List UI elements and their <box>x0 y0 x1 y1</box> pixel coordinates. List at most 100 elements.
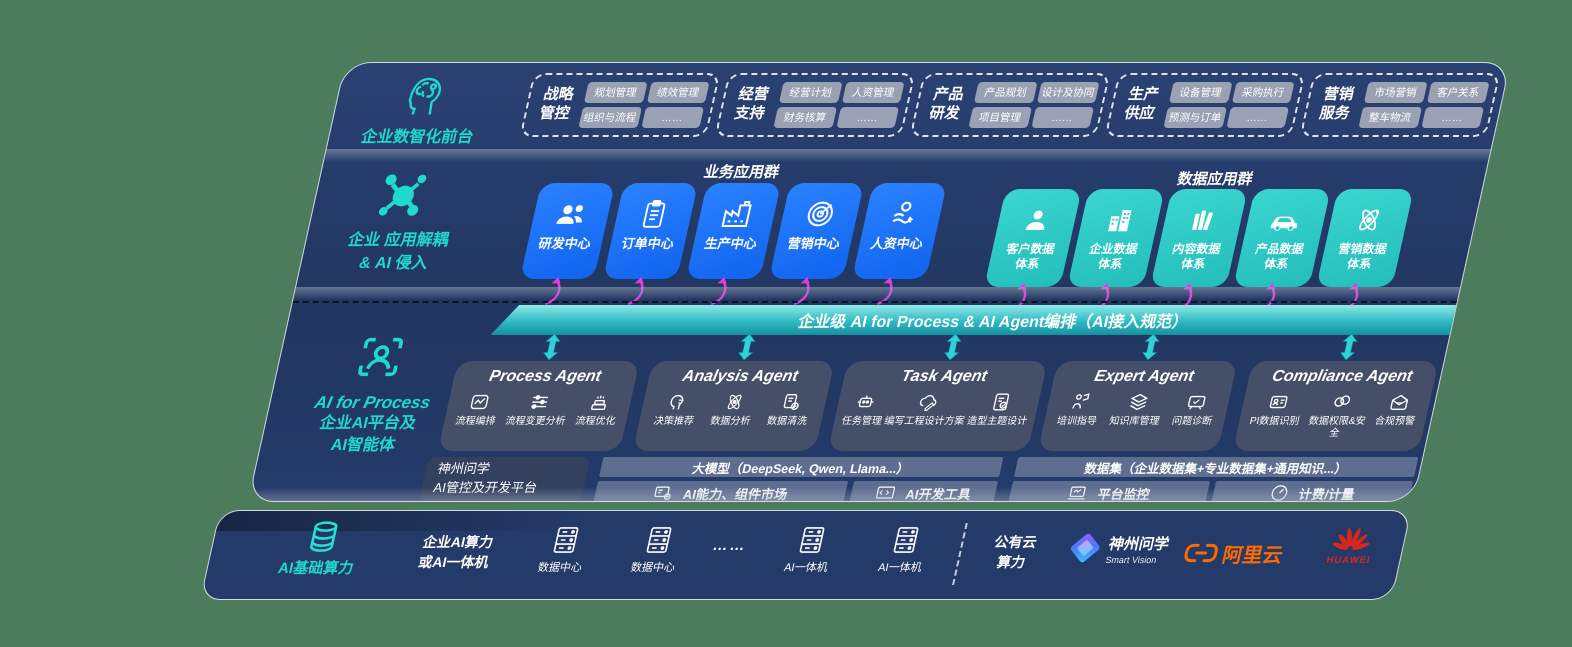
server-icon <box>890 525 923 555</box>
pill: 设计及协同 <box>1036 82 1100 103</box>
agent-compliance: Compliance Agent PI数据识别 数据权限&安全 合规预警 <box>1232 361 1439 451</box>
cell-platform-monitor: 平台监控 <box>1007 481 1211 502</box>
group-operation: 经营 支持 经营计划 人资管理 财务核算 …… <box>714 73 916 137</box>
component-market-icon <box>654 486 671 501</box>
cell-billing: 计费/计量 <box>1210 481 1414 502</box>
workflow-icon <box>470 394 489 410</box>
target-icon <box>800 196 840 232</box>
node-label: AI一体机 <box>782 562 829 574</box>
layers-icon <box>1130 393 1149 411</box>
data-apps-title: 数据应用群 <box>1175 171 1255 188</box>
dashed-divider <box>952 523 968 585</box>
dev-tools-icon <box>876 486 896 499</box>
pill: 产品规划 <box>973 82 1038 103</box>
design-check-icon <box>992 393 1009 411</box>
front-office-label: 企业数智化前台 <box>359 129 476 146</box>
node-label: AI一体机 <box>876 562 923 574</box>
public-cloud-label: 公有云 算力 <box>992 534 1039 570</box>
business-apps-title: 业务应用群 <box>702 164 781 181</box>
pill: …… <box>1030 107 1095 128</box>
agent-process: Process Agent 流程编排 流程变更分析 流程优化 <box>437 361 640 451</box>
node-label: 数据中心 <box>629 562 677 574</box>
platform-name-card: 神州问学 AI管控及开发平台 <box>418 457 591 501</box>
optimize-icon <box>591 395 606 411</box>
sliders-icon <box>531 395 549 409</box>
pill: 经营计划 <box>778 82 843 103</box>
huawei-logo-text: HUAWEI <box>1325 555 1372 566</box>
box-production-center: 生产中心 <box>685 183 782 279</box>
agent-expert: Expert Agent 培训指导 知识库管理 问题诊断 <box>1037 361 1238 451</box>
band-divider <box>293 287 1461 300</box>
cell-dev-tools: AI开发工具 <box>848 481 999 502</box>
band-divider <box>323 149 1491 162</box>
id-card-icon <box>1269 395 1288 409</box>
app-layer-label: 企业 应用解耦 & AI 侵入 <box>346 232 451 273</box>
box-product-data: 产品数据 体系 <box>1233 189 1331 287</box>
pill: …… <box>1225 107 1290 128</box>
cloud-edit-icon <box>919 395 937 411</box>
group-title: 战略 管控 <box>537 86 576 122</box>
aliyun-logo-text: 阿里云 <box>1220 545 1285 567</box>
pill: 绩效管理 <box>646 82 710 103</box>
pill: …… <box>835 107 900 128</box>
group-marketing: 营销 服务 市场营销 客户关系 整车物流 …… <box>1299 73 1501 137</box>
main-panel: 企业数智化前台 战略 管控 规划管理 绩效管理 组织与流程 …… 经营 支持 经营计… <box>247 62 1511 502</box>
brain-head-icon <box>393 69 457 121</box>
architecture-diagram: 企业数智化前台 战略 管控 规划管理 绩效管理 组织与流程 …… 经营 支持 经营计… <box>199 62 1511 607</box>
pill: 规划管理 <box>583 82 648 103</box>
pill: 财务核算 <box>773 107 837 128</box>
alert-mail-icon <box>1389 394 1408 411</box>
monitor-icon <box>1068 486 1087 500</box>
car-icon <box>1265 202 1307 238</box>
box-customer-data: 客户数据 体系 <box>984 189 1082 287</box>
group-title: 营销 服务 <box>1317 86 1356 122</box>
atom-icon <box>1350 202 1388 238</box>
double-arrow <box>943 334 962 360</box>
pill: 市场营销 <box>1363 82 1428 103</box>
gauge-icon <box>1271 485 1288 501</box>
group-title: 生产 供应 <box>1122 86 1161 122</box>
box-marketing-center: 营销中心 <box>768 183 865 279</box>
group-product: 产品 研发 产品规划 设计及协同 项目管理 …… <box>909 73 1111 137</box>
decoupling-dashed-line <box>292 301 1458 303</box>
team-icon <box>550 196 592 232</box>
box-enterprise-data: 企业数据 体系 <box>1067 189 1165 287</box>
double-arrow <box>542 334 561 360</box>
double-arrow <box>1141 334 1160 360</box>
pill: 客户关系 <box>1426 82 1490 103</box>
training-icon <box>1072 393 1090 409</box>
infrastructure-panel: AI基础算力 企业AI算力 或AI一体机 数据中心 数据中心 …… AI一体机 A… <box>199 510 1412 600</box>
customer-icon <box>1018 202 1056 238</box>
model-header: 大模型（DeepSeek, Qwen, Llama...） <box>598 457 1004 477</box>
infra-label: AI基础算力 <box>276 560 356 577</box>
server-icon <box>550 525 583 555</box>
books-icon <box>1184 202 1222 238</box>
clipboard-icon <box>636 196 672 232</box>
cell-ai-market: AI能力、组件市场 <box>592 481 849 502</box>
enterprise-compute-label: 企业AI算力 或AI一体机 <box>416 534 495 570</box>
diagnosis-icon <box>1187 395 1206 410</box>
box-rnd-center: 研发中心 <box>519 183 616 279</box>
server-icon <box>796 525 829 555</box>
ai-bus-bar: 企业级 AI for Process & AI Agent编排（AI接入规范） <box>490 305 1497 335</box>
front-office-groups: 战略 管控 规划管理 绩效管理 组织与流程 …… 经营 支持 经营计划 人资管理 财… <box>519 73 1501 137</box>
box-content-data: 内容数据 体系 <box>1150 189 1248 287</box>
group-title: 经营 支持 <box>732 86 771 122</box>
pill: 预测与订单 <box>1163 107 1227 128</box>
pill: 采购执行 <box>1231 82 1295 103</box>
box-hr-center: 人资中心 <box>851 183 948 279</box>
pill: …… <box>1420 107 1485 128</box>
ai-bus-label: 企业级 AI for Process & AI Agent编排（AI接入规范） <box>796 314 1191 331</box>
pill: 项目管理 <box>968 107 1032 128</box>
pill: 整车物流 <box>1358 107 1422 128</box>
ellipsis: …… <box>710 537 749 554</box>
factory-icon <box>717 196 757 232</box>
double-arrow <box>1339 334 1358 360</box>
shenzhou-logo-icon <box>1069 532 1101 564</box>
aliyun-logo-icon <box>1180 541 1221 565</box>
building-icon <box>1101 202 1139 238</box>
dataset-header: 数据集（企业数据集+专业数据集+通用知识...） <box>1013 457 1419 477</box>
huawei-logo-icon <box>1331 527 1373 555</box>
pill: 设备管理 <box>1168 82 1233 103</box>
